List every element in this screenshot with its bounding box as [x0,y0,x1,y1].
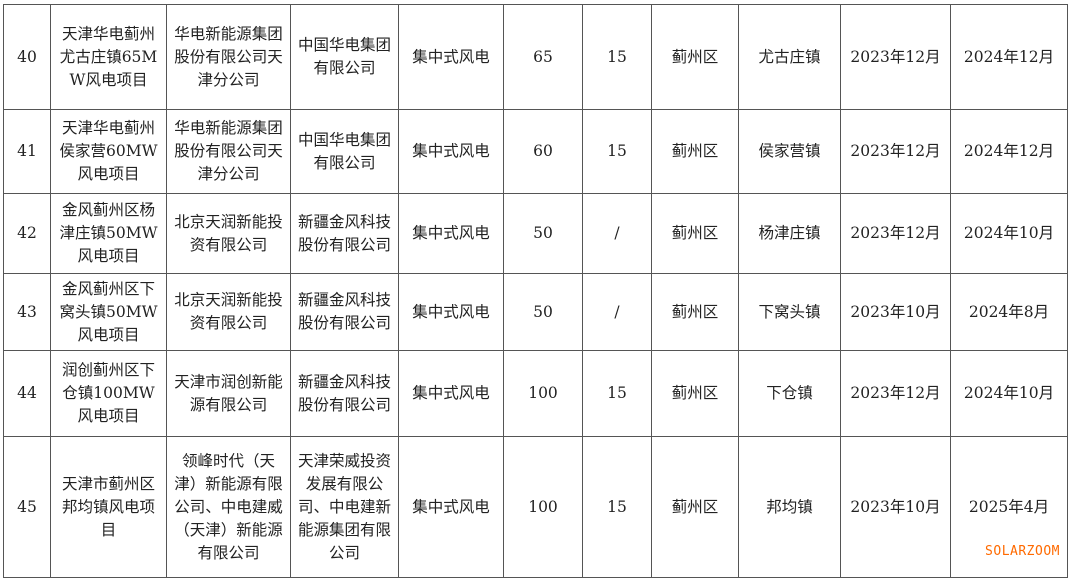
cell-developer: 领峰时代（天津）新能源有限公司、中电建威（天津）新能源有限公司 [166,436,291,578]
cell-district: 蓟州区 [651,436,739,578]
cell-type: 集中式风电 [398,273,504,351]
cell-district: 蓟州区 [651,193,739,274]
solarzoom-watermark: SOLARZOOM [985,544,1060,559]
cell-storage: / [582,273,652,351]
table-row: 44 润创蓟州区下仓镇100MW风电项目 天津市润创新能源有限公司 新疆金风科技股份有… [3,350,1068,437]
cell-start: 2023年10月 [840,436,951,578]
cell-type: 集中式风电 [398,109,504,194]
cell-project: 天津市蓟州区邦均镇风电项目 [50,436,167,578]
cell-finish: 2024年8月 [950,273,1068,351]
cell-finish: 2024年12月 [950,109,1068,194]
cell-finish: 2024年12月 [950,4,1068,110]
table-row: 40 天津华电蓟州尤古庄镇65MW风电项目 华电新能源集团股份有限公司天津分公司 中国… [3,4,1068,110]
cell-capacity: 65 [503,4,583,110]
cell-group: 中国华电集团有限公司 [290,109,399,194]
cell-project: 润创蓟州区下仓镇100MW风电项目 [50,350,167,437]
cell-storage: 15 [582,350,652,437]
cell-town: 下窝头镇 [738,273,841,351]
cell-district: 蓟州区 [651,4,739,110]
cell-town: 下仓镇 [738,350,841,437]
cell-storage: 15 [582,109,652,194]
cell-finish: 2024年10月 [950,193,1068,274]
cell-no: 41 [3,109,51,194]
cell-town: 邦均镇 [738,436,841,578]
cell-developer: 北京天润新能投资有限公司 [166,273,291,351]
cell-storage: / [582,193,652,274]
cell-no: 40 [3,4,51,110]
table-row: 43 金风蓟州区下窝头镇50MW风电项目 北京天润新能投资有限公司 新疆金风科技股份有… [3,273,1068,351]
cell-district: 蓟州区 [651,350,739,437]
cell-town: 尤古庄镇 [738,4,841,110]
cell-no: 43 [3,273,51,351]
cell-group: 中国华电集团有限公司 [290,4,399,110]
cell-project: 金风蓟州区下窝头镇50MW风电项目 [50,273,167,351]
cell-district: 蓟州区 [651,273,739,351]
cell-start: 2023年10月 [840,273,951,351]
table-row: 42 金风蓟州区杨津庄镇50MW风电项目 北京天润新能投资有限公司 新疆金风科技股份有… [3,193,1068,274]
cell-finish: 2024年10月 [950,350,1068,437]
cell-type: 集中式风电 [398,4,504,110]
cell-group: 天津荣威投资发展有限公司、中电建新能源集团有限公司 [290,436,399,578]
cell-type: 集中式风电 [398,436,504,578]
cell-storage: 15 [582,436,652,578]
cell-developer: 天津市润创新能源有限公司 [166,350,291,437]
cell-town: 杨津庄镇 [738,193,841,274]
cell-type: 集中式风电 [398,350,504,437]
cell-no: 44 [3,350,51,437]
cell-group: 新疆金风科技股份有限公司 [290,350,399,437]
cell-developer: 华电新能源集团股份有限公司天津分公司 [166,109,291,194]
project-table: 40 天津华电蓟州尤古庄镇65MW风电项目 华电新能源集团股份有限公司天津分公司 中国… [3,4,1068,578]
cell-group: 新疆金风科技股份有限公司 [290,273,399,351]
cell-capacity: 100 [503,436,583,578]
cell-developer: 北京天润新能投资有限公司 [166,193,291,274]
cell-group: 新疆金风科技股份有限公司 [290,193,399,274]
table-row: 41 天津华电蓟州侯家营60MW风电项目 华电新能源集团股份有限公司天津分公司 中国华… [3,109,1068,194]
cell-finish: 2025年4月 [950,436,1068,578]
cell-start: 2023年12月 [840,350,951,437]
cell-storage: 15 [582,4,652,110]
cell-capacity: 50 [503,273,583,351]
cell-town: 侯家营镇 [738,109,841,194]
cell-district: 蓟州区 [651,109,739,194]
cell-capacity: 60 [503,109,583,194]
cell-project: 天津华电蓟州侯家营60MW风电项目 [50,109,167,194]
cell-start: 2023年12月 [840,109,951,194]
table-row: 45 天津市蓟州区邦均镇风电项目 领峰时代（天津）新能源有限公司、中电建威（天津）新… [3,436,1068,578]
cell-project: 天津华电蓟州尤古庄镇65MW风电项目 [50,4,167,110]
cell-capacity: 50 [503,193,583,274]
cell-no: 45 [3,436,51,578]
cell-project: 金风蓟州区杨津庄镇50MW风电项目 [50,193,167,274]
cell-start: 2023年12月 [840,193,951,274]
cell-no: 42 [3,193,51,274]
cell-developer: 华电新能源集团股份有限公司天津分公司 [166,4,291,110]
cell-type: 集中式风电 [398,193,504,274]
cell-start: 2023年12月 [840,4,951,110]
cell-capacity: 100 [503,350,583,437]
